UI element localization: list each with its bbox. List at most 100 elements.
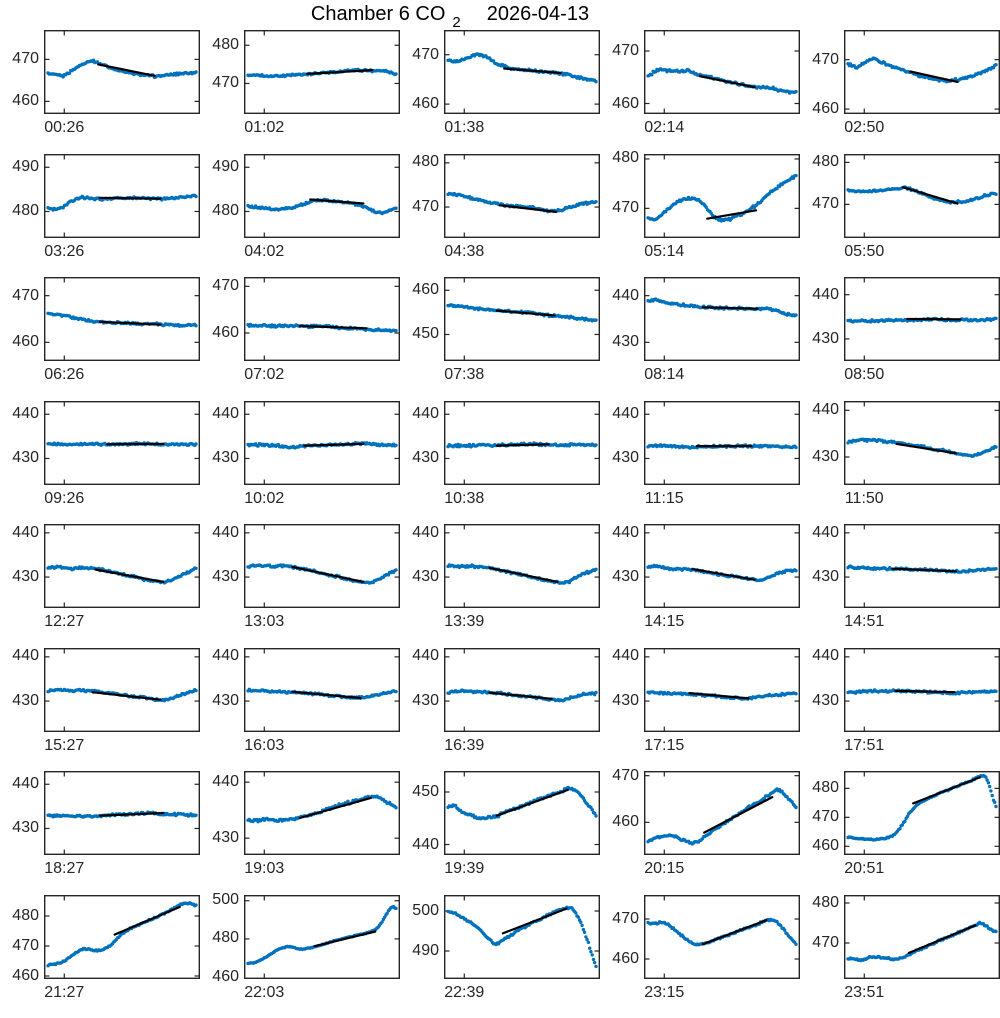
subplot-canvas xyxy=(444,30,600,114)
time-label: 02:50 xyxy=(844,119,884,137)
time-label: 13:39 xyxy=(444,613,484,631)
ytick-label: 440 xyxy=(800,401,839,419)
ytick-label: 460 xyxy=(200,324,239,342)
subplot-canvas xyxy=(644,30,800,114)
data-series xyxy=(46,901,197,967)
fit-line xyxy=(489,568,557,582)
axes-box xyxy=(645,154,800,237)
time-label: 18:27 xyxy=(44,860,84,878)
data-series xyxy=(646,917,797,946)
subplot-canvas xyxy=(244,277,400,361)
ytick-label: 480 xyxy=(200,929,239,947)
fit-line xyxy=(703,307,758,308)
time-label: 12:27 xyxy=(44,613,84,631)
fit-line xyxy=(497,790,568,816)
data-series xyxy=(846,56,997,83)
time-label: 10:38 xyxy=(444,490,484,508)
time-label: 16:03 xyxy=(244,737,284,755)
ytick-label: 480 xyxy=(600,149,639,167)
axes-box xyxy=(845,31,1000,114)
ytick-label: 440 xyxy=(600,405,639,423)
data-series xyxy=(646,787,797,845)
ytick-label: 460 xyxy=(0,967,39,985)
ytick-label: 480 xyxy=(200,36,239,54)
tick-marks xyxy=(245,278,399,360)
ytick-label: 470 xyxy=(800,195,839,213)
fit-line xyxy=(503,908,567,933)
fit-line xyxy=(700,76,755,87)
subplot: 460 470 02:50 xyxy=(800,30,1000,153)
ytick-label: 490 xyxy=(400,942,439,960)
data-series xyxy=(246,905,397,965)
ytick-label: 480 xyxy=(800,779,839,797)
time-label: 21:27 xyxy=(44,984,84,1002)
subplot-canvas xyxy=(44,771,200,855)
title-subscript: 2 xyxy=(452,14,460,31)
ytick-label: 470 xyxy=(600,767,639,785)
time-label: 02:14 xyxy=(644,119,684,137)
ytick-label: 470 xyxy=(800,51,839,69)
ytick-label: 440 xyxy=(0,405,39,423)
tick-marks xyxy=(645,649,799,731)
ytick-label: 460 xyxy=(200,968,239,986)
ytick-label: 490 xyxy=(0,158,39,176)
data-series xyxy=(846,920,997,962)
ytick-label: 430 xyxy=(0,819,39,837)
ytick-label: 460 xyxy=(800,837,839,855)
tick-marks xyxy=(645,525,799,607)
subplot-canvas xyxy=(644,401,800,485)
ytick-label: 460 xyxy=(800,100,839,118)
ytick-label: 460 xyxy=(400,281,439,299)
ytick-label: 460 xyxy=(0,333,39,351)
time-label: 00:26 xyxy=(44,119,84,137)
data-series xyxy=(646,564,797,582)
ytick-label: 450 xyxy=(400,325,439,343)
axes-box xyxy=(845,772,1000,855)
subplot-canvas xyxy=(244,895,400,979)
subplot-canvas xyxy=(444,771,600,855)
data-series xyxy=(46,312,197,328)
time-label: 08:50 xyxy=(844,366,884,384)
ytick-label: 430 xyxy=(800,330,839,348)
axes-box xyxy=(645,401,800,484)
time-label: 01:38 xyxy=(444,119,484,137)
subplot-canvas xyxy=(244,771,400,855)
subplot-canvas xyxy=(844,648,1000,732)
time-label: 17:51 xyxy=(844,737,884,755)
ytick-label: 460 xyxy=(400,95,439,113)
ytick-label: 430 xyxy=(600,692,639,710)
fit-line xyxy=(703,920,767,944)
axes-box xyxy=(45,525,200,608)
ytick-label: 430 xyxy=(800,448,839,466)
ytick-label: 430 xyxy=(200,449,239,467)
ytick-label: 470 xyxy=(200,277,239,295)
subplot-canvas xyxy=(44,524,200,608)
ytick-label: 480 xyxy=(0,907,39,925)
tick-marks xyxy=(445,896,599,978)
ytick-label: 470 xyxy=(400,198,439,216)
time-label: 09:26 xyxy=(44,490,84,508)
ytick-label: 480 xyxy=(400,153,439,171)
data-series xyxy=(446,191,597,213)
subplot-canvas xyxy=(644,648,800,732)
time-label: 23:15 xyxy=(644,984,684,1002)
ytick-label: 440 xyxy=(0,775,39,793)
time-label: 10:02 xyxy=(244,490,284,508)
data-series xyxy=(846,774,997,842)
subplot-canvas xyxy=(444,277,600,361)
